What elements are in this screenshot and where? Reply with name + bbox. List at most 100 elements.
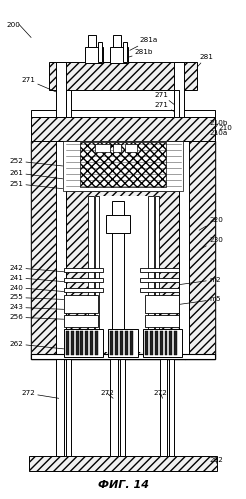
Bar <box>150 331 153 355</box>
Bar <box>85 47 103 63</box>
Text: 230: 230 <box>199 237 223 250</box>
Text: ФИГ. 14: ФИГ. 14 <box>97 481 149 491</box>
Bar <box>95 196 99 349</box>
Bar <box>165 331 168 355</box>
Text: 272: 272 <box>100 390 114 398</box>
Text: 272: 272 <box>154 390 168 398</box>
Bar <box>80 142 166 187</box>
Bar <box>155 196 159 349</box>
Bar <box>31 141 61 359</box>
Bar <box>56 62 66 117</box>
Bar <box>112 201 124 349</box>
Text: 261: 261 <box>9 170 63 179</box>
Bar <box>145 331 148 355</box>
Bar <box>185 141 215 359</box>
Bar <box>88 35 96 47</box>
Bar <box>155 331 158 355</box>
Text: 256: 256 <box>9 314 64 320</box>
Bar <box>85 331 88 355</box>
Bar <box>110 331 113 355</box>
Bar <box>160 357 168 456</box>
Bar <box>95 331 98 355</box>
Bar <box>88 196 158 352</box>
Bar <box>169 331 172 355</box>
Bar <box>31 117 215 141</box>
Bar <box>29 456 217 472</box>
Text: 281b: 281b <box>122 49 153 59</box>
Bar <box>71 331 74 355</box>
Bar <box>31 354 215 359</box>
Bar <box>64 329 103 357</box>
Bar <box>56 357 64 456</box>
Text: 210b: 210b <box>209 120 228 128</box>
Bar <box>125 331 128 355</box>
Bar <box>90 331 93 355</box>
Bar <box>80 331 83 355</box>
Bar <box>143 329 182 357</box>
Bar <box>88 196 94 349</box>
Text: 220: 220 <box>199 218 223 230</box>
Bar <box>125 144 137 152</box>
Bar <box>64 287 103 291</box>
Text: m5: m5 <box>179 296 221 304</box>
Bar <box>140 268 179 272</box>
Bar <box>179 141 189 357</box>
Text: 272: 272 <box>21 390 59 398</box>
Text: 262: 262 <box>9 341 64 349</box>
Bar <box>113 144 121 152</box>
Text: 271: 271 <box>21 77 56 92</box>
Bar <box>108 329 138 357</box>
Bar <box>56 141 66 357</box>
Text: 271: 271 <box>155 102 174 112</box>
Bar <box>148 196 154 349</box>
Bar <box>140 287 179 291</box>
Text: 210a: 210a <box>209 130 227 139</box>
Text: 241: 241 <box>9 274 64 281</box>
Text: 200: 200 <box>6 21 20 27</box>
Text: 252: 252 <box>9 158 63 166</box>
Bar <box>123 42 127 62</box>
Bar <box>95 144 110 152</box>
Bar <box>145 315 179 327</box>
Bar <box>66 331 69 355</box>
Text: 281: 281 <box>197 54 213 67</box>
Bar <box>63 141 183 191</box>
Bar <box>169 357 174 456</box>
Bar <box>66 90 71 117</box>
Bar <box>64 277 103 281</box>
Text: 281a: 281a <box>130 37 158 50</box>
Bar <box>174 331 177 355</box>
Bar <box>130 331 133 355</box>
Text: 242: 242 <box>9 265 64 272</box>
Bar <box>64 315 98 327</box>
Bar <box>31 110 215 117</box>
Text: 251: 251 <box>9 181 63 189</box>
Bar <box>31 141 215 359</box>
Bar <box>120 357 125 456</box>
Bar <box>140 277 179 281</box>
Text: 210: 210 <box>219 125 233 131</box>
Bar <box>76 331 78 355</box>
Bar <box>64 268 103 272</box>
Text: 282: 282 <box>209 457 223 464</box>
Bar <box>115 331 118 355</box>
Bar <box>98 42 102 62</box>
Bar <box>113 35 121 47</box>
Bar <box>174 62 184 117</box>
Bar <box>120 331 123 355</box>
Bar <box>63 191 183 357</box>
Text: 240: 240 <box>9 284 64 291</box>
Text: 243: 243 <box>9 304 64 310</box>
Bar <box>61 141 185 359</box>
Text: m2: m2 <box>179 276 221 284</box>
Text: 271: 271 <box>155 92 174 105</box>
Bar <box>174 90 179 117</box>
Bar <box>110 357 118 456</box>
Bar <box>49 62 197 90</box>
Bar <box>64 295 98 313</box>
Bar <box>110 47 128 63</box>
Text: 255: 255 <box>9 294 64 300</box>
Bar <box>66 357 71 456</box>
Bar <box>106 216 130 233</box>
Bar <box>160 331 163 355</box>
